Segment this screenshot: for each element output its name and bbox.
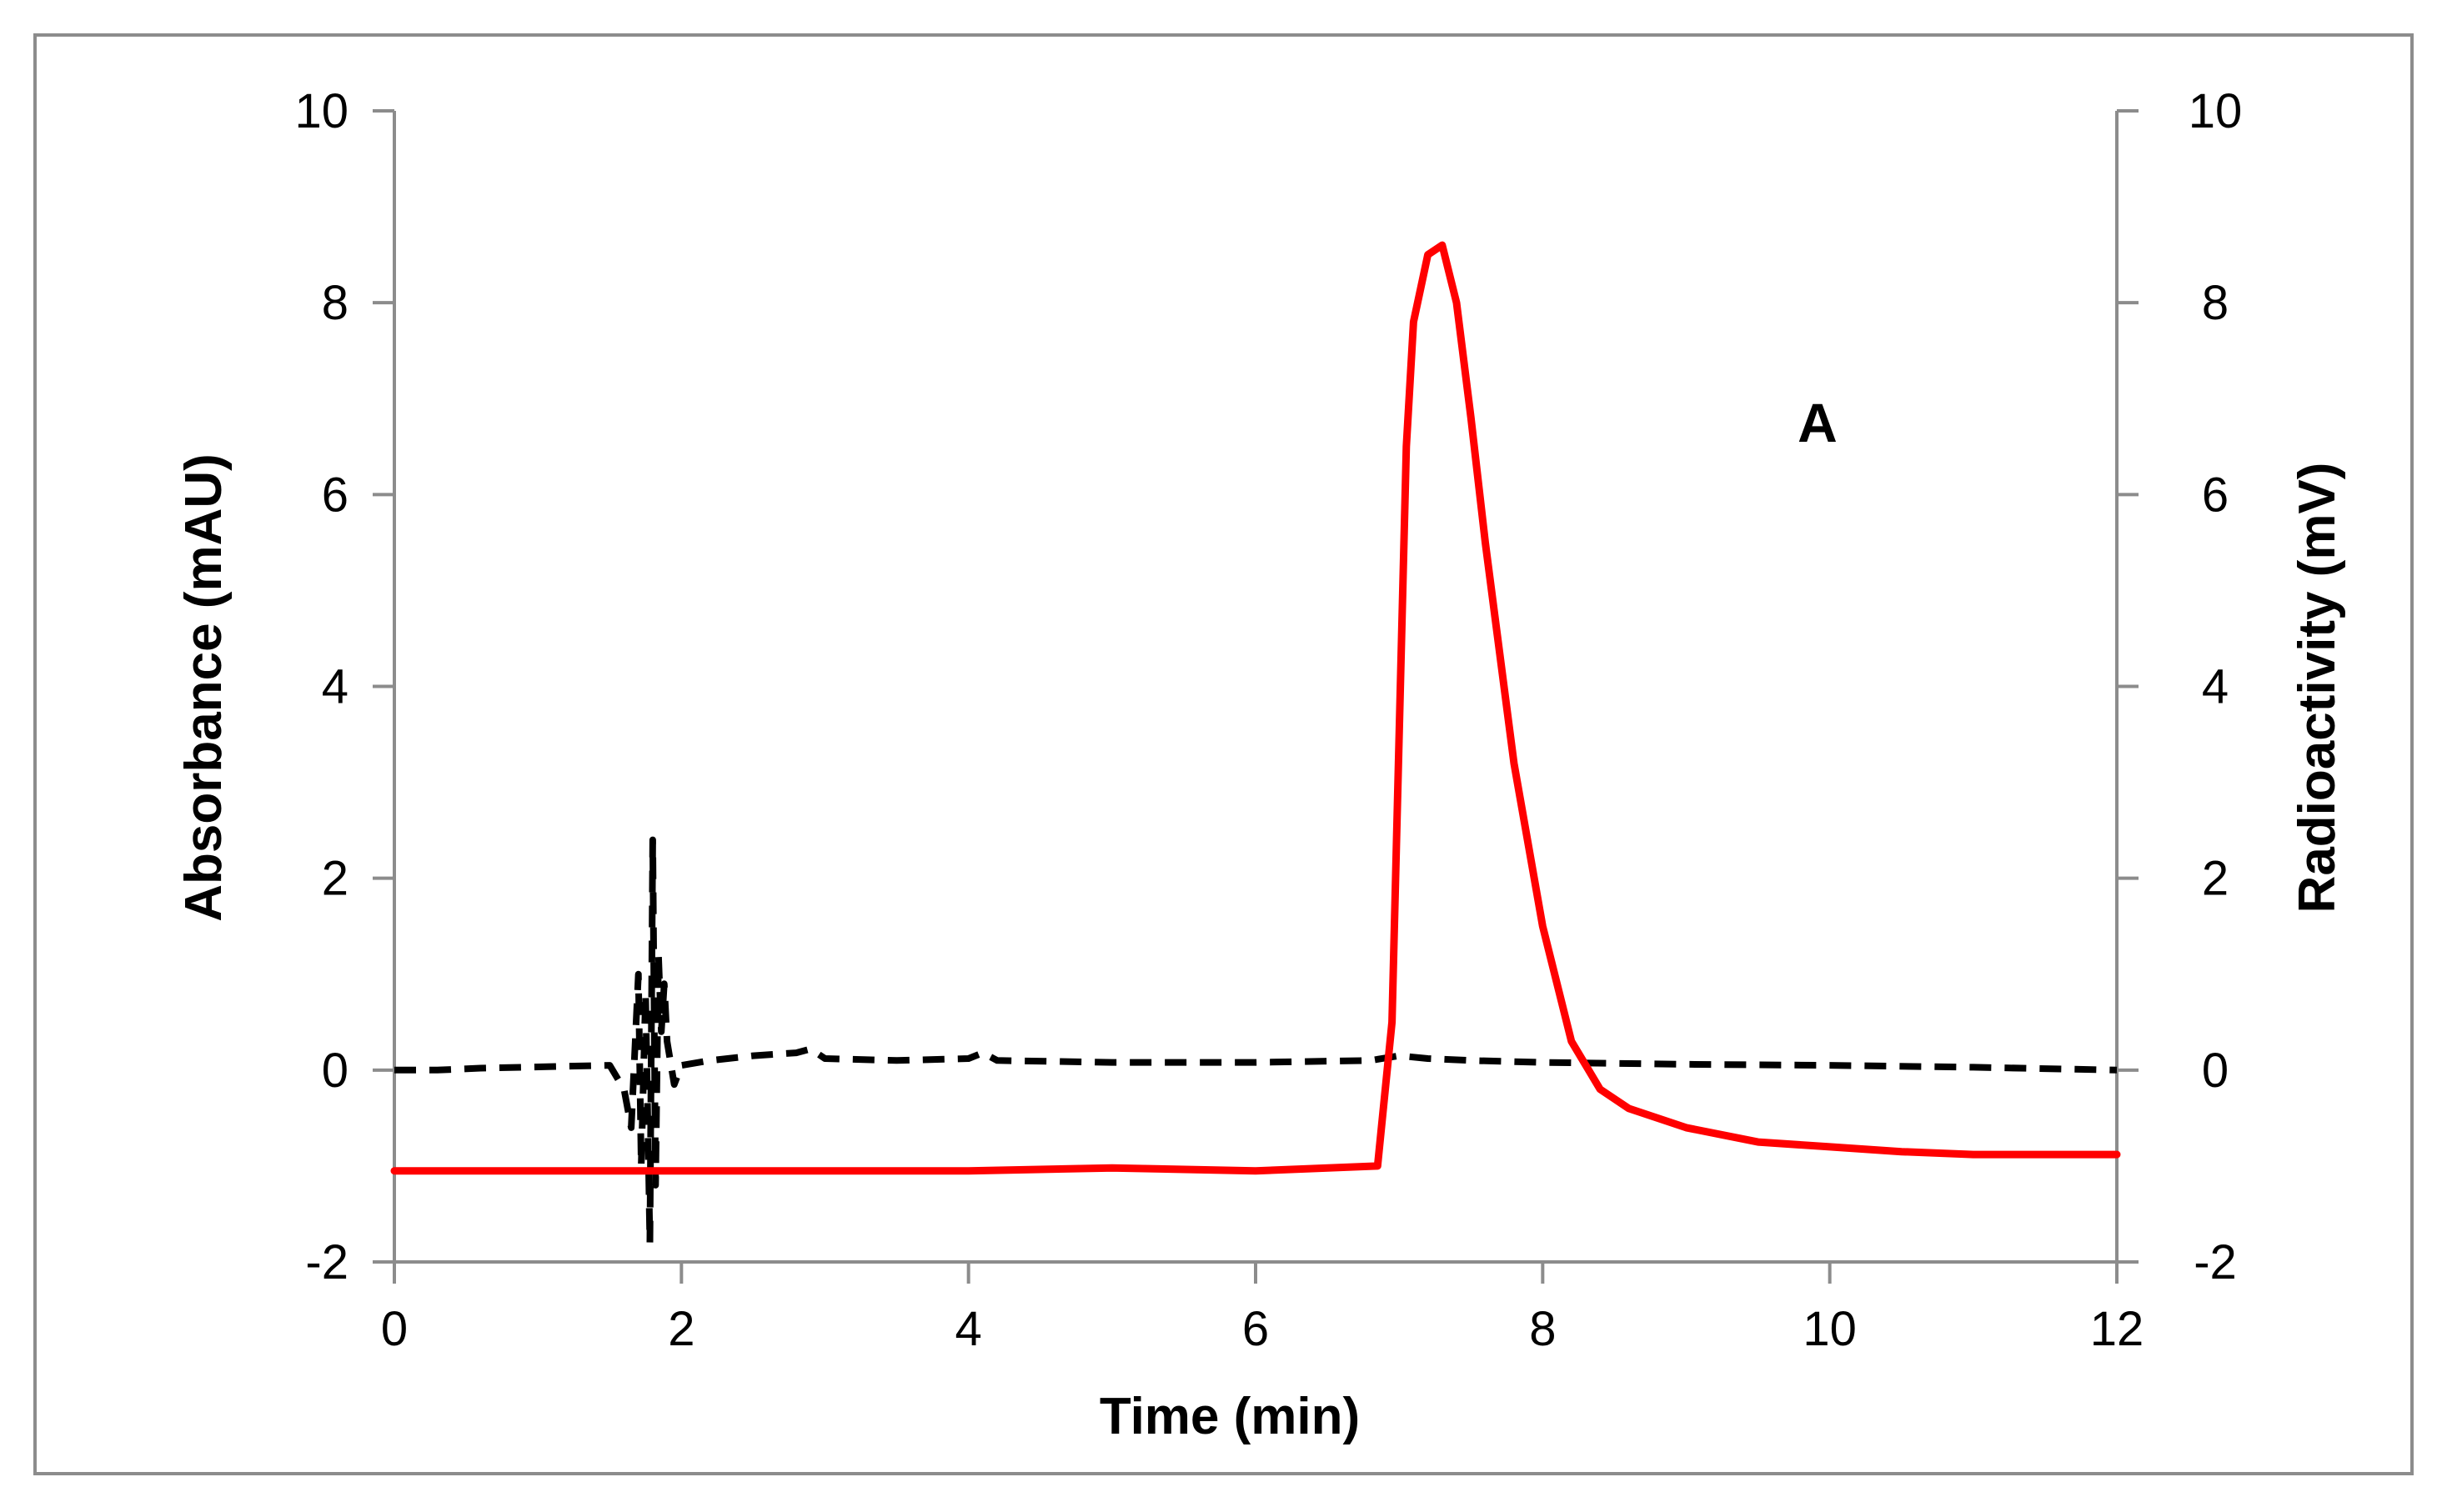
series-line-absorbance [394,836,2118,1246]
y-tick-label-right: 0 [2202,1044,2229,1098]
y-tick-label-right: 2 [2202,852,2229,906]
y-tick-label-right: 10 [2189,84,2243,138]
labels: A Time (min) Absorbance (mAU) Radioactiv… [175,392,2346,1445]
chart-frame [33,33,2414,1475]
y-tick-label-left: 8 [322,276,348,330]
y-tick-label-left: 0 [322,1044,348,1098]
y-tick-label-right: 6 [2202,468,2229,522]
y-tick-label-left: 2 [322,852,348,906]
y-axis-title-right: Radioactivity (mV) [2289,463,2346,914]
y-tick-label-left: -2 [305,1235,348,1289]
y-tick-label-left: 6 [322,468,348,522]
y-tick-label-left: 10 [294,84,348,138]
axes: -2 -2 0 0 2 2 4 4 6 6 8 8 10 10 0 2 4 6 8 10 12 [294,84,2242,1356]
x-tick-label: 12 [2090,1302,2144,1356]
x-tick-label: 0 [381,1302,408,1356]
x-tick-label: 4 [955,1302,982,1356]
x-tick-label: 10 [1803,1302,1857,1356]
x-tick-label: 6 [1242,1302,1269,1356]
x-tick-label: 2 [668,1302,694,1356]
y-tick-label-right: 8 [2202,276,2229,330]
x-axis-title: Time (min) [1100,1388,1360,1445]
x-tick-label: 8 [1529,1302,1556,1356]
y-axis-title-left: Absorbance (mAU) [175,453,233,922]
panel-annotation: A [1798,392,1838,453]
y-tick-label-right: 4 [2202,660,2229,714]
series-layer [390,241,2121,1246]
y-tick-label-left: 4 [322,660,348,714]
y-tick-label-right: -2 [2194,1235,2237,1289]
series-line-radioactivity [390,241,2121,1175]
